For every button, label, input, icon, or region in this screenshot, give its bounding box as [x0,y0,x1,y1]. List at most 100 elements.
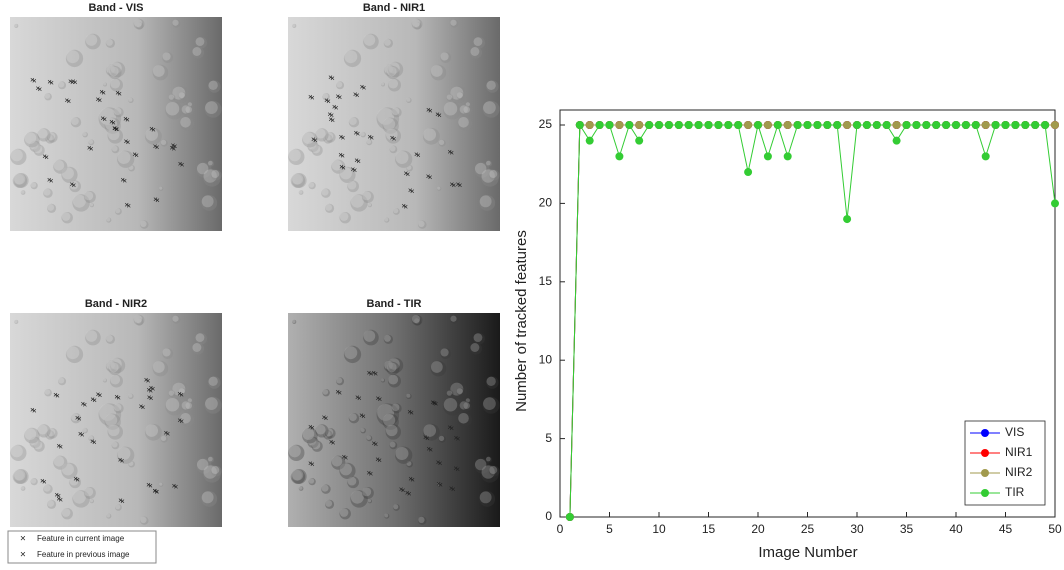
crater-rim [458,117,469,128]
feature-marker: × [179,417,184,426]
feature-marker: × [456,435,461,444]
feature-marker: × [326,97,331,106]
point [883,121,891,129]
feature-marker: × [126,138,131,147]
point [774,121,782,129]
feature-marker: × [331,439,336,448]
feature-marker: × [428,173,433,182]
crater-rim [117,151,130,164]
feature-marker: × [171,145,176,154]
point [833,121,841,129]
point [744,121,752,129]
feature-marker: × [410,475,415,484]
crater-rim [444,102,457,115]
crater-rim [145,424,158,437]
crater-rim [367,435,371,439]
crater-rim [406,394,410,398]
point [813,121,821,129]
point [635,121,643,129]
point [615,152,623,160]
crater-rim [84,191,93,200]
feature-marker: × [362,84,367,93]
crater-rim [447,95,452,100]
point [843,121,851,129]
crater-rim [390,146,396,152]
feature-marker: × [125,116,130,125]
feature-marker: × [409,408,414,417]
crater-rim [47,500,54,507]
crater-rim [38,425,48,435]
crater-rim [54,160,65,171]
crater-rim [71,117,79,125]
point [863,121,871,129]
feature-marker: × [42,478,47,487]
crater-rim [299,190,303,194]
crater-rim [340,508,349,517]
crater-rim [14,320,17,323]
feature-marker: × [341,134,346,143]
feature-marker: × [310,94,315,103]
crater-rim [54,456,65,467]
crater-rim [62,212,71,221]
point [932,121,940,129]
feature-marker: × [155,143,160,152]
point [873,121,881,129]
image-title: Band - NIR1 [363,2,425,14]
feature-marker: × [330,74,335,83]
crater-rim [31,182,36,187]
feature-marker: × [455,465,460,474]
crater-rim [395,447,408,460]
crater-rim [185,402,192,409]
point [645,121,653,129]
crater-rim [172,316,178,322]
feature-marker: × [75,475,80,484]
point [724,121,732,129]
crater-rim [159,187,162,190]
crater-rim [444,398,457,411]
image-legend: × Feature in current image × Feature in … [8,531,156,563]
feature-marker: × [166,430,171,439]
crater-rim [185,106,192,113]
point [764,152,772,160]
crater-rim [364,34,376,46]
point [784,121,792,129]
feature-marker: × [449,149,454,158]
feature-marker: × [92,438,97,447]
crater-rim [486,377,495,386]
x-tick-label: 5 [606,522,613,536]
crater-rim [351,195,364,208]
x-tick-label: 15 [702,522,716,536]
crater-rim [336,378,342,384]
legend-marker [981,469,989,477]
crater-rim [166,102,179,115]
feature-marker: × [356,157,361,166]
crater-rim [169,391,174,396]
feature-marker: × [101,89,106,98]
crater-rim [486,161,491,166]
crater-rim [480,195,492,207]
feature-marker: × [126,202,131,211]
point [586,121,594,129]
crater-rim [412,315,420,323]
point [972,121,980,129]
crater-rim [115,208,120,213]
crater-rim [31,478,36,483]
crater-rim [437,187,440,190]
point [843,215,851,223]
point [566,513,574,521]
point [804,121,812,129]
point [655,121,663,129]
feature-marker: × [155,487,160,496]
crater-rim [474,37,483,46]
crater-rim [458,413,469,424]
point [952,121,960,129]
crater-rim [384,514,388,518]
crater-rim [62,463,74,475]
feature-marker: × [180,160,185,169]
crater-rim [362,191,371,200]
crater-rim [361,132,365,136]
feature-marker: × [37,85,42,94]
feature-marker: × [361,412,366,421]
point [714,121,722,129]
crater-rim [387,362,397,372]
